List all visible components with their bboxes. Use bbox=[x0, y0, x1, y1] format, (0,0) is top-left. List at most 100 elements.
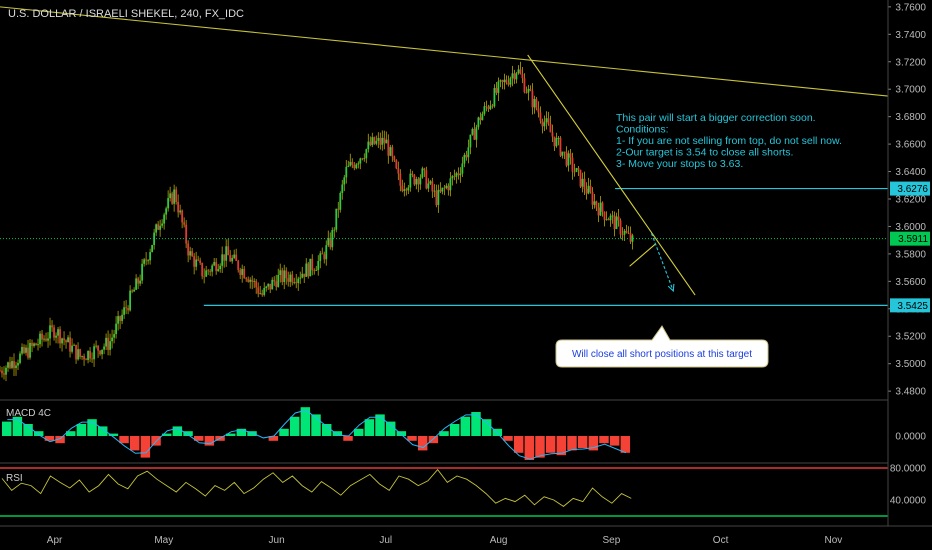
candle-body bbox=[419, 177, 422, 185]
candle-body bbox=[69, 337, 71, 352]
candle-body bbox=[621, 234, 624, 236]
candle bbox=[437, 184, 440, 213]
macd-bar bbox=[545, 436, 556, 453]
candle-body bbox=[17, 362, 19, 366]
candle bbox=[505, 75, 508, 85]
candle-body bbox=[517, 69, 520, 74]
candle-body bbox=[539, 112, 542, 121]
candle bbox=[573, 163, 576, 177]
candle-body bbox=[415, 178, 418, 185]
candle bbox=[557, 135, 560, 146]
candle bbox=[73, 343, 75, 346]
candle-body bbox=[427, 183, 430, 189]
candle bbox=[629, 226, 632, 244]
candle bbox=[29, 339, 31, 360]
candle-body bbox=[67, 337, 69, 343]
candle-body bbox=[265, 286, 268, 288]
candle-body bbox=[531, 90, 534, 108]
candle-body bbox=[429, 181, 432, 184]
candle bbox=[525, 86, 528, 94]
candle bbox=[599, 196, 602, 217]
candle-body bbox=[119, 316, 121, 321]
macd-bar bbox=[396, 431, 407, 436]
main-price-panel bbox=[0, 6, 889, 382]
candle bbox=[419, 174, 422, 190]
candle-body bbox=[301, 273, 304, 278]
candle bbox=[395, 159, 398, 170]
candle bbox=[411, 170, 414, 178]
price-tick-label: 3.7000 bbox=[895, 85, 926, 96]
macd-bar bbox=[108, 433, 119, 436]
candle bbox=[215, 258, 218, 275]
candle-body bbox=[475, 127, 478, 140]
candle bbox=[231, 254, 234, 264]
annotation-line: 1- If you are not selling from top, do n… bbox=[616, 135, 842, 147]
candle bbox=[391, 144, 394, 162]
candle-body bbox=[547, 118, 550, 124]
candle bbox=[297, 276, 300, 291]
candle-body bbox=[381, 137, 384, 145]
candle-body bbox=[371, 137, 374, 146]
month-label: Aug bbox=[490, 535, 508, 546]
candle-body bbox=[183, 222, 186, 225]
candle-body bbox=[237, 260, 240, 270]
candle-body bbox=[93, 346, 95, 360]
candle-body bbox=[611, 215, 614, 217]
candle-body bbox=[579, 169, 582, 187]
target-callout[interactable]: Will close all short positions at this t… bbox=[555, 325, 769, 368]
macd-bar bbox=[12, 416, 23, 436]
candle-body bbox=[589, 185, 592, 192]
candle-body bbox=[541, 120, 544, 127]
candle bbox=[329, 232, 332, 250]
candle-body bbox=[411, 173, 414, 175]
candle bbox=[607, 217, 610, 221]
macd-bar bbox=[353, 428, 364, 436]
candle-body bbox=[587, 185, 590, 194]
candle-body bbox=[231, 257, 234, 262]
candle-body bbox=[295, 282, 298, 284]
candle-body bbox=[343, 177, 346, 185]
candle-body bbox=[47, 338, 49, 341]
candle-body bbox=[55, 335, 57, 338]
candle bbox=[507, 75, 510, 87]
annotation-note: This pair will start a bigger correction… bbox=[616, 112, 842, 170]
candle-body bbox=[27, 347, 29, 358]
projection-arrow-line bbox=[650, 233, 674, 292]
candle bbox=[153, 228, 156, 250]
candle bbox=[355, 163, 358, 170]
candle bbox=[603, 211, 606, 227]
candle-body bbox=[439, 189, 442, 192]
candle bbox=[119, 315, 121, 329]
candle bbox=[127, 305, 130, 315]
candle-body bbox=[191, 251, 194, 257]
candle bbox=[559, 136, 562, 158]
candle bbox=[97, 345, 99, 358]
candle bbox=[151, 244, 154, 253]
candle-body bbox=[487, 106, 490, 109]
macd-bar bbox=[268, 436, 279, 441]
candle-body bbox=[353, 165, 356, 169]
candle-body bbox=[59, 329, 61, 344]
callout-text: Will close all short positions at this t… bbox=[572, 349, 752, 360]
candle bbox=[455, 171, 458, 184]
candle-body bbox=[21, 346, 23, 354]
price-tick-label: 3.5600 bbox=[895, 277, 926, 288]
candle-body bbox=[615, 216, 618, 230]
candle-body bbox=[255, 281, 258, 288]
candle bbox=[229, 250, 232, 262]
candle bbox=[357, 161, 360, 169]
macd-bar bbox=[55, 436, 65, 444]
candle-body bbox=[219, 265, 222, 270]
candle bbox=[421, 166, 424, 179]
candle-body bbox=[279, 270, 282, 275]
macd-bar bbox=[460, 416, 471, 436]
candle-body bbox=[409, 173, 412, 188]
candle-body bbox=[291, 274, 294, 283]
candle bbox=[435, 184, 438, 208]
month-label: Nov bbox=[825, 535, 843, 546]
candle-body bbox=[499, 80, 502, 82]
candle-body bbox=[81, 356, 83, 357]
candle-body bbox=[449, 178, 452, 191]
candle bbox=[47, 332, 49, 348]
macd-bar bbox=[321, 424, 332, 436]
